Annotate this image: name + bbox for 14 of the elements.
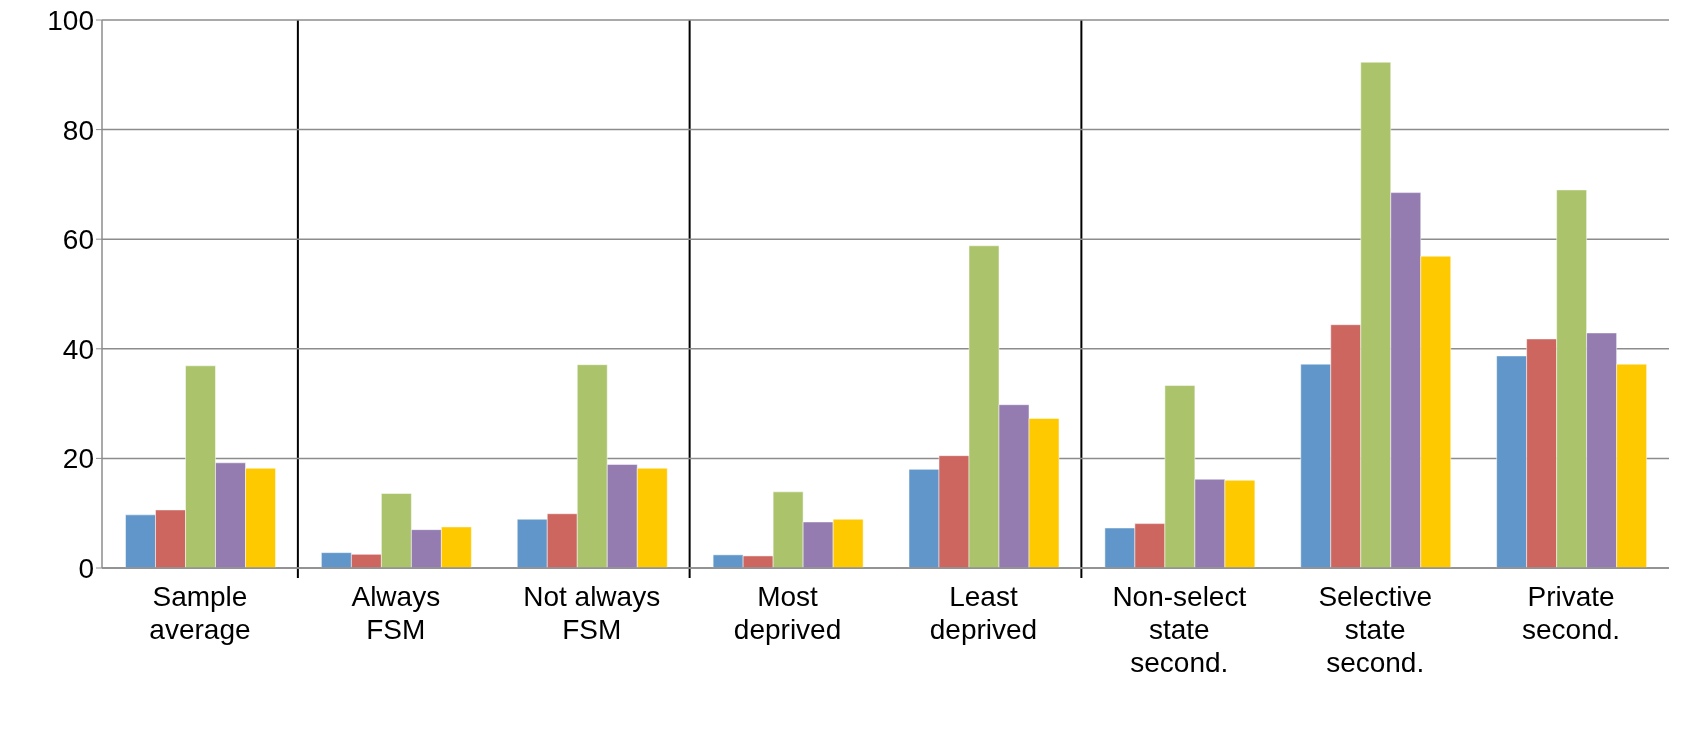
y-tick-label: 80 bbox=[62, 114, 94, 146]
y-tick-label: 100 bbox=[47, 4, 94, 36]
y-tick-label: 40 bbox=[62, 333, 94, 365]
x-tick-label: Non-select state second. bbox=[1112, 581, 1247, 678]
x-tick-label: Least deprived bbox=[929, 581, 1038, 645]
x-tick-label: Most deprived bbox=[733, 581, 842, 645]
x-tick-label: Always FSM bbox=[351, 581, 441, 645]
x-tick-label: Sample average bbox=[149, 581, 251, 645]
x-tick-label: Private second. bbox=[1522, 581, 1621, 645]
y-tick-label: 60 bbox=[62, 224, 94, 256]
y-tick-label: 20 bbox=[62, 443, 94, 475]
x-tick-label: Not always FSM bbox=[523, 581, 661, 645]
x-tick-label: Selective state second. bbox=[1318, 581, 1432, 678]
y-tick-label: 0 bbox=[78, 552, 94, 584]
